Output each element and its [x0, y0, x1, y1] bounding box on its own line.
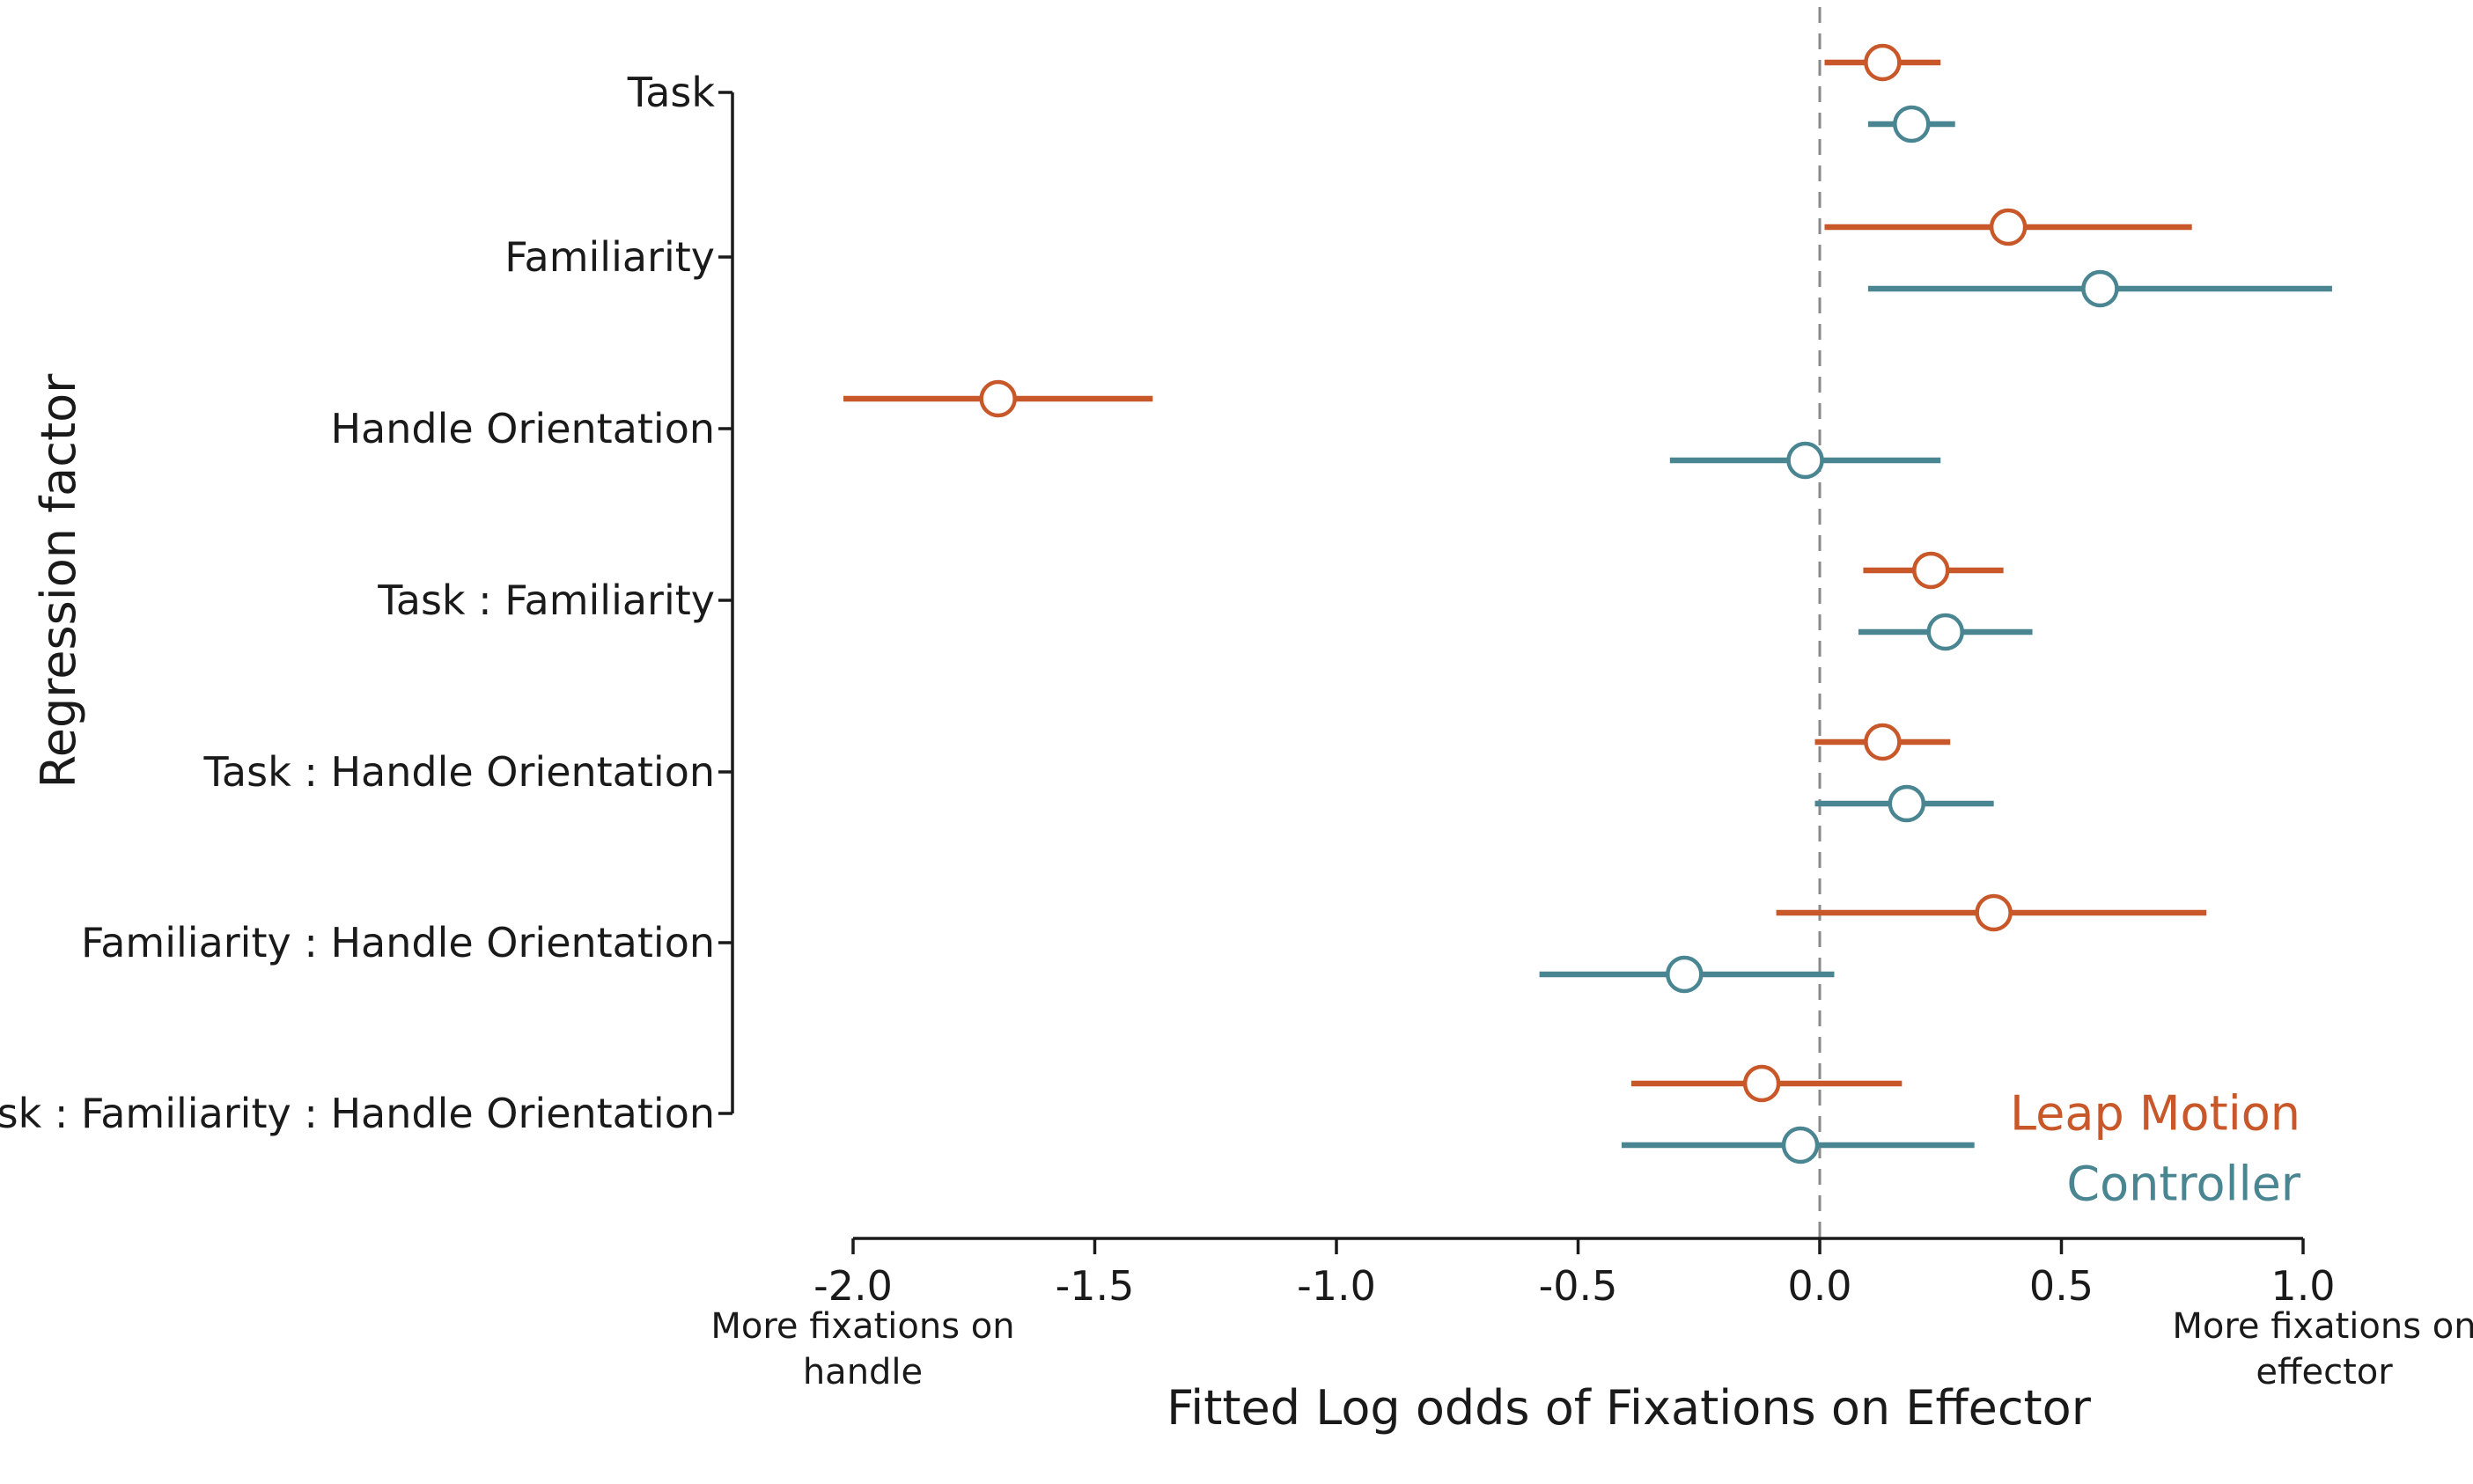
- marks-layer: [843, 43, 2332, 1164]
- estimate-point-controller: [1786, 441, 1824, 480]
- estimate-point-controller: [2081, 269, 2119, 308]
- x-annotation-right-line: effector: [2256, 1352, 2393, 1392]
- text-layer: Task Familiarity Handle Orientation Task : …: [0, 69, 2473, 1436]
- estimate-point-leap-motion: [1864, 723, 1902, 761]
- x-annotation-left-line: More fixations on: [710, 1306, 1014, 1347]
- category-label: Handle Orientation: [330, 405, 715, 452]
- estimate-point-controller: [1893, 105, 1931, 143]
- estimate-point-controller: [1926, 613, 1964, 651]
- axes-layer: [718, 7, 2305, 1254]
- category-label: Familiarity : Handle Orientation: [81, 919, 715, 966]
- estimate-point-leap-motion: [979, 379, 1017, 418]
- estimate-point-controller: [1781, 1126, 1820, 1164]
- y-axis-title: Regression factor: [31, 373, 86, 789]
- x-tick-label: -0.5: [1539, 1262, 1618, 1310]
- x-tick-label: -1.5: [1056, 1262, 1135, 1310]
- estimate-point-leap-motion: [1975, 893, 2013, 932]
- estimate-point-leap-motion: [1864, 43, 1902, 82]
- category-label: Task : Handle Orientation: [202, 748, 715, 796]
- x-annotation-left-line: handle: [803, 1352, 923, 1392]
- x-tick-label: 0.5: [2029, 1262, 2094, 1310]
- category-label: Task : Familiarity : Handle Orientation: [0, 1090, 715, 1137]
- x-tick-label: 0.0: [1787, 1262, 1851, 1310]
- estimate-point-leap-motion: [1989, 208, 2028, 246]
- estimate-point-leap-motion: [1912, 551, 1950, 590]
- category-label: Task: [627, 69, 716, 116]
- estimate-point-leap-motion: [1742, 1064, 1781, 1103]
- x-tick-label: 1.0: [2271, 1262, 2335, 1310]
- x-axis-title: Fitted Log odds of Fixations on Effector: [1167, 1380, 2092, 1436]
- legend-entry: Leap Motion: [2010, 1086, 2300, 1142]
- legend-entry: Controller: [2066, 1157, 2300, 1212]
- category-label: Familiarity: [504, 233, 715, 281]
- x-tick-label: -1.0: [1297, 1262, 1376, 1310]
- estimate-point-controller: [1888, 784, 1926, 823]
- category-label: Task : Familiarity: [377, 577, 715, 624]
- x-tick-label: -2.0: [813, 1262, 893, 1310]
- estimate-point-controller: [1666, 955, 1704, 994]
- x-annotation-right-line: More fixations on: [2172, 1306, 2473, 1347]
